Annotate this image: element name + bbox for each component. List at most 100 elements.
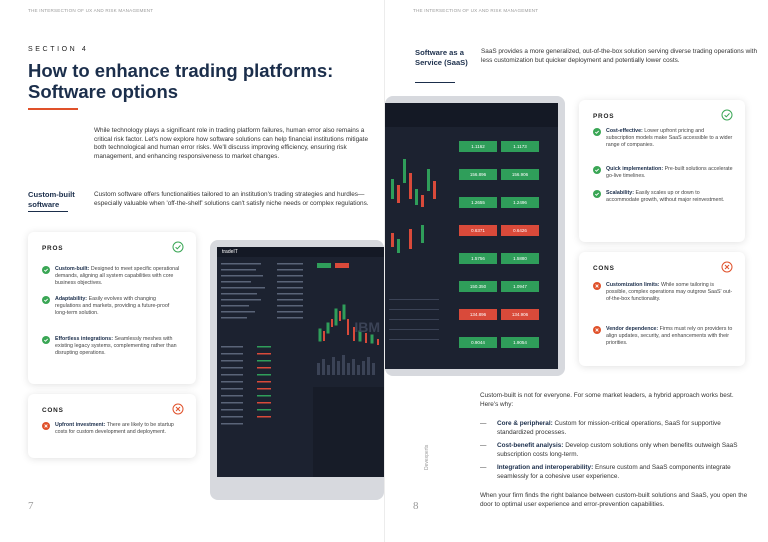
check-icon <box>42 296 50 304</box>
pro-label: Scalability: <box>606 190 634 196</box>
saas-cons-card: CONS Customization limits: While some ta… <box>579 252 745 366</box>
con-label: Customization limits: <box>606 282 660 288</box>
screen-header <box>385 103 558 127</box>
cons-title: CONS <box>593 265 615 272</box>
hybrid-point-label: Core & peripheral: <box>497 420 553 427</box>
bid-tile: 0.9044 <box>459 337 497 348</box>
watchlist-panel <box>217 342 309 452</box>
page-title: How to enhance trading platforms: Softwa… <box>28 60 334 102</box>
intro-paragraph: While technology plays a significant rol… <box>94 127 369 160</box>
account-table-lines <box>221 263 303 319</box>
x-icon <box>593 282 601 290</box>
pro-text: Seamlessly meshes with existing legacy s… <box>55 336 177 356</box>
screen-toolbar: tradeIT <box>217 247 384 257</box>
orders-panel <box>313 387 384 477</box>
cons-title: CONS <box>42 407 64 414</box>
hybrid-point-text: Custom for mission-critical operations, … <box>497 420 721 436</box>
hybrid-point: — Core & peripheral: Custom for mission-… <box>480 420 750 437</box>
laptop-frame: 1.1162 1.1173 156.896 156.906 1.2655 1.2… <box>385 96 565 376</box>
ask-tile: 1.9054 <box>501 337 539 348</box>
x-circle-icon <box>172 403 184 415</box>
pro-item: Custom-built: Designed to meet specific … <box>42 266 182 287</box>
account-panel <box>217 259 309 339</box>
price-ladder: 1.1162 1.1173 156.896 156.906 1.2655 1.2… <box>449 129 557 369</box>
pro-label: Custom-built: <box>55 266 90 272</box>
custom-description: Custom software offers functionalities t… <box>94 191 369 207</box>
candlestick-chart <box>389 159 439 340</box>
pro-label: Quick implementation: <box>606 166 664 172</box>
section-label: SECTION 4 <box>28 46 89 53</box>
con-label: Upfront investment: <box>55 422 106 428</box>
check-circle-icon <box>172 241 184 253</box>
x-icon <box>42 422 50 430</box>
hybrid-point: — Cost-benefit analysis: Develop custom … <box>480 442 750 459</box>
bid-tile: 1.5756 <box>459 253 497 264</box>
pro-text: Easily evolves with changing regulations… <box>55 296 170 316</box>
pro-text: Designed to meet specific operational de… <box>55 266 180 286</box>
pro-item: Scalability: Easily scales up or down to… <box>593 190 733 204</box>
check-icon <box>593 128 601 136</box>
chart-column <box>385 129 445 369</box>
right-page: THE INTERSECTION OF UX AND RISK MANAGEME… <box>384 0 768 542</box>
custom-heading-rule <box>28 211 68 212</box>
check-icon <box>593 190 601 198</box>
pro-text: Pre-built solutions accelerate go-live t… <box>606 166 733 179</box>
con-text: Firms must rely on providers to align up… <box>606 326 733 346</box>
chart-panel: IBM <box>313 259 384 379</box>
custom-cons-card: CONS Upfront investment: There are likel… <box>28 394 196 458</box>
pro-label: Adaptability: <box>55 296 88 302</box>
con-item: Customization limits: While some tailori… <box>593 282 733 303</box>
x-circle-icon <box>721 261 733 273</box>
pro-item: Cost-effective: Lower upfront pricing an… <box>593 128 733 149</box>
left-page: THE INTERSECTION OF UX AND RISK MANAGEME… <box>0 0 384 542</box>
pro-text: Easily scales up or down to accommodate … <box>606 190 725 203</box>
pro-label: Effortless integrations: <box>55 336 113 342</box>
dash-icon: — <box>480 420 487 427</box>
saas-pros-card: PROS Cost-effective: Lower upfront prici… <box>579 100 745 242</box>
con-text: There are likely to be startup costs for… <box>55 422 174 435</box>
con-label: Vendor dependence: <box>606 326 659 332</box>
saas-heading-rule <box>415 82 455 83</box>
x-icon <box>593 326 601 334</box>
dash-icon: — <box>480 464 487 471</box>
bid-tile: 1.1162 <box>459 141 497 152</box>
running-head: THE INTERSECTION OF UX AND RISK MANAGEME… <box>413 8 539 13</box>
hybrid-intro: Custom-built is not for everyone. For so… <box>480 392 734 408</box>
bid-tile: 134.896 <box>459 309 497 320</box>
check-circle-icon <box>721 109 733 121</box>
saas-description: SaaS provides a more generalized, out-of… <box>481 48 758 64</box>
pro-item: Effortless integrations: Seamlessly mesh… <box>42 336 182 357</box>
chart-symbol: IBM <box>354 319 380 335</box>
con-item: Vendor dependence: Firms must rely on pr… <box>593 326 733 347</box>
con-item: Upfront investment: There are likely to … <box>42 422 182 436</box>
hybrid-point: — Integration and interoperability: Ensu… <box>480 464 750 481</box>
watchlist-rows <box>221 346 271 425</box>
hybrid-point-text: Develop custom solutions only when benef… <box>497 442 738 458</box>
check-icon <box>42 336 50 344</box>
custom-pros-card: PROS Custom-built: Designed to meet spec… <box>28 232 196 384</box>
con-text: While some tailoring is possible, comple… <box>606 282 733 302</box>
page-number-right: 8 <box>413 500 419 512</box>
page-number-left: 7 <box>28 500 34 512</box>
ask-tile: 1.0947 <box>501 281 539 292</box>
running-head: THE INTERSECTION OF UX AND RISK MANAGEME… <box>28 8 154 13</box>
hybrid-point-text: Ensure custom and SaaS components integr… <box>497 464 731 480</box>
pros-title: PROS <box>593 113 615 120</box>
bid-tile: 150.350 <box>459 281 497 292</box>
check-icon <box>42 266 50 274</box>
title-accent-rule <box>28 108 78 110</box>
pros-title: PROS <box>42 245 64 252</box>
dash-icon: — <box>480 442 487 449</box>
pro-item: Adaptability: Easily evolves with changi… <box>42 296 182 317</box>
ask-tile: 1.1173 <box>501 141 539 152</box>
trading-screen: tradeIT <box>217 247 384 477</box>
ask-tile: 1.5880 <box>501 253 539 264</box>
tradeit-logo: tradeIT <box>222 249 238 255</box>
pro-text: Lower upfront pricing and subscription m… <box>606 128 733 148</box>
saas-heading: Software as a Service (SaaS) <box>415 48 468 67</box>
pro-item: Quick implementation: Pre-built solution… <box>593 166 733 180</box>
ask-tile: 134.906 <box>501 309 539 320</box>
custom-heading: Custom-built software <box>28 190 75 209</box>
hybrid-point-label: Integration and interoperability: <box>497 464 594 471</box>
trading-screen: 1.1162 1.1173 156.896 156.906 1.2655 1.2… <box>385 103 558 369</box>
